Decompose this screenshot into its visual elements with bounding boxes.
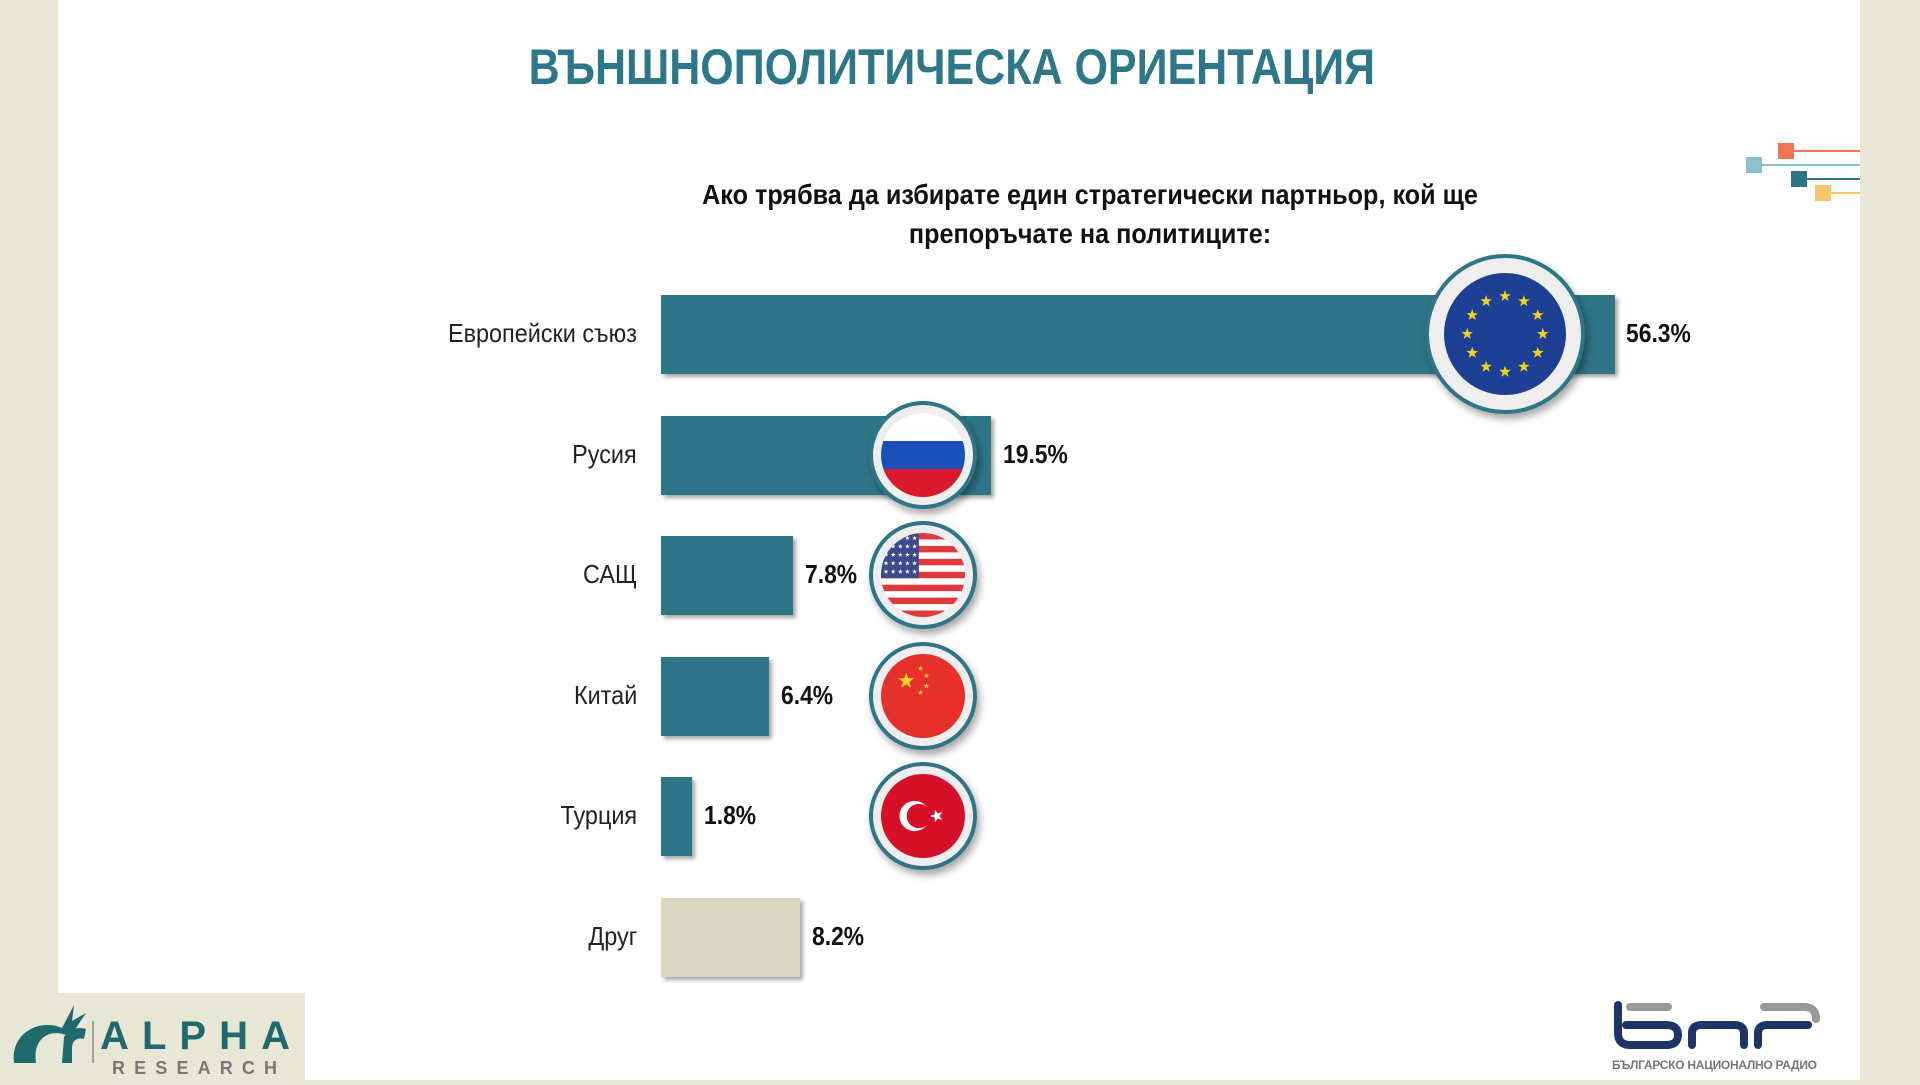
bnr-logo: БЪЛГАРСКО НАЦИОНАЛНО РАДИО [1608, 995, 1828, 1075]
deco-square [1791, 171, 1807, 187]
usa-flag-icon [869, 521, 977, 629]
decoration-lines [1746, 143, 1860, 201]
bar [661, 536, 794, 615]
alpha-logo-text: ALPHA [100, 1014, 290, 1058]
turkey-flag-icon [869, 762, 977, 870]
chart-title-line-1: Ако трябва да избирате един стратегическ… [702, 179, 1478, 210]
data-label: 19.5% [1003, 438, 1069, 469]
russia-flag-icon [869, 400, 977, 509]
category-label: Русия [572, 438, 637, 469]
bar [661, 777, 692, 856]
category-label: Китай [573, 679, 637, 710]
alpha-logo-subtext: RESEARCH [112, 1058, 277, 1078]
data-label: 6.4% [781, 679, 834, 710]
data-label: 8.2% [811, 920, 865, 951]
data-label: 56.3% [1626, 318, 1691, 348]
bar [661, 897, 800, 977]
deco-square [1815, 185, 1831, 201]
deco-square [1746, 157, 1762, 173]
eu-flag-icon [1425, 254, 1585, 414]
data-label: 1.8% [703, 800, 756, 830]
alpha-research-logo: ALPHA RESEARCH [0, 993, 305, 1080]
bar [661, 656, 770, 736]
china-flag-icon [869, 641, 977, 750]
bnr-logo-text: БЪЛГАРСКО НАЦИОНАЛНО РАДИО [1612, 1058, 1817, 1072]
deco-square [1778, 143, 1794, 159]
category-label: Европейски съюз [448, 318, 637, 348]
data-label: 7.8% [805, 559, 858, 589]
chart-title-line-2: препоръчате на политиците: [908, 218, 1272, 249]
category-label: САЩ [583, 559, 637, 589]
category-label: Друг [588, 920, 637, 951]
category-label: Турция [560, 800, 637, 830]
chart-title: Ако трябва да избирате един стратегическ… [613, 175, 1567, 253]
page-title: ВЪНШНОПОЛИТИЧЕСКА ОРИЕНТАЦИЯ [528, 39, 1376, 95]
